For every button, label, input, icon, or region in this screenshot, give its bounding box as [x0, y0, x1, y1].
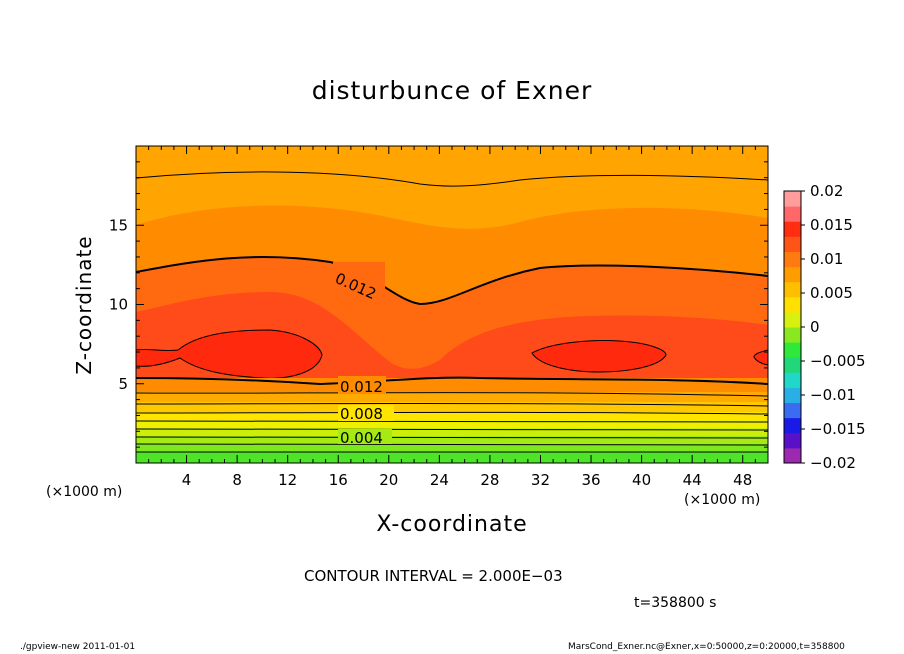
colorbar [784, 191, 801, 464]
label-bg-upper [333, 262, 385, 292]
y-tick-label: 10 [109, 296, 128, 314]
footer-left: ./gpview-new 2011-01-01 [20, 642, 136, 652]
x-tick-label: 20 [379, 471, 398, 489]
x-tick-label: 48 [733, 471, 752, 489]
y-axis-label: Z-coordinate [72, 235, 96, 375]
x-axis: 4 8 12 16 20 24 28 32 36 40 44 48 [148, 146, 756, 489]
x-tick-label: 24 [430, 471, 449, 489]
fill-cell-right [531, 340, 667, 373]
label-bg-0.004 [338, 429, 392, 444]
colorbar-swatch [784, 342, 801, 358]
x-tick-label: 44 [683, 471, 702, 489]
x-tick-label: 40 [632, 471, 651, 489]
contour-line-0.012-upper [136, 256, 768, 306]
colorbar-swatch [784, 387, 801, 404]
x-tick-label: 8 [232, 471, 242, 489]
x-tick-label: 4 [182, 471, 192, 489]
colorbar-label: 0.01 [810, 250, 843, 268]
contour-line-0.010 [136, 392, 768, 397]
colorbar-swatch [784, 357, 801, 373]
colorbar-swatch [784, 447, 801, 464]
colorbar-label: −0.015 [810, 420, 866, 438]
colorbar-swatch [784, 266, 801, 283]
colorbar-label: 0 [810, 318, 820, 336]
footer-right: MarsCond_Exner.nc@Exner,x=0:50000,z=0:20… [568, 642, 845, 652]
x-tick-label: 16 [329, 471, 348, 489]
colorbar-swatch [784, 281, 801, 298]
colorbar-swatch [784, 327, 801, 343]
colorbar-swatch [784, 206, 801, 222]
label-bg-0.008 [338, 405, 394, 421]
x-tick-label: 36 [581, 471, 600, 489]
y-tick-label: 5 [118, 375, 128, 393]
colorbar-swatch [784, 402, 801, 419]
contour-label-0.004: 0.004 [340, 429, 383, 447]
plot-area [136, 146, 768, 463]
colorbar-label: 0.005 [810, 284, 853, 302]
contour-line-0.009 [136, 403, 768, 407]
contour-label-0.008: 0.008 [340, 405, 383, 423]
contour-line-top [136, 171, 768, 187]
contour-interval: CONTOUR INTERVAL = 2.000E−03 [304, 567, 563, 585]
colorbar-swatch [784, 432, 801, 449]
fill-band-0.001 [136, 452, 768, 463]
y-axis: 5 10 15 [109, 161, 768, 448]
x-tick-label: 32 [531, 471, 550, 489]
colorbar-label: −0.005 [810, 352, 866, 370]
x-unit-right: (×1000 m) [684, 492, 761, 508]
colorbar-swatch [784, 236, 801, 252]
colorbar-label: −0.01 [810, 386, 856, 404]
colorbar-labels: 0.02 0.015 0.01 0.005 0 −0.005 −0.01 −0.015 −0.0… [801, 182, 866, 472]
contour-label-0.012-lower: 0.012 [340, 378, 383, 396]
y-tick-label: 15 [109, 216, 128, 234]
contour-line-0.004 [136, 443, 768, 446]
colorbar-swatch [784, 191, 801, 207]
contour-line-0.008 [136, 411, 768, 415]
colorbar-swatch [784, 311, 801, 328]
fill-cell-edge [753, 349, 768, 366]
chart-title: disturbunce of Exner [311, 76, 593, 105]
colorbar-label: 0.015 [810, 216, 853, 234]
x-tick-label: 28 [480, 471, 499, 489]
colorbar-swatch [784, 296, 801, 313]
time-label: t=358800 s [634, 595, 717, 611]
x-axis-label: X-coordinate [376, 512, 528, 537]
colorbar-swatch [784, 372, 801, 388]
colorbar-label: 0.02 [810, 182, 843, 200]
contour-line-0.012-lower [136, 376, 768, 386]
label-bg-lower [338, 376, 386, 394]
colorbar-label: −0.02 [810, 454, 856, 472]
colorbar-swatch [784, 221, 801, 237]
colorbar-swatch [784, 417, 801, 434]
x-tick-label: 12 [278, 471, 297, 489]
x-unit-left: (×1000 m) [46, 484, 123, 500]
colorbar-swatch [784, 251, 801, 268]
fill-cell-left [136, 329, 323, 379]
